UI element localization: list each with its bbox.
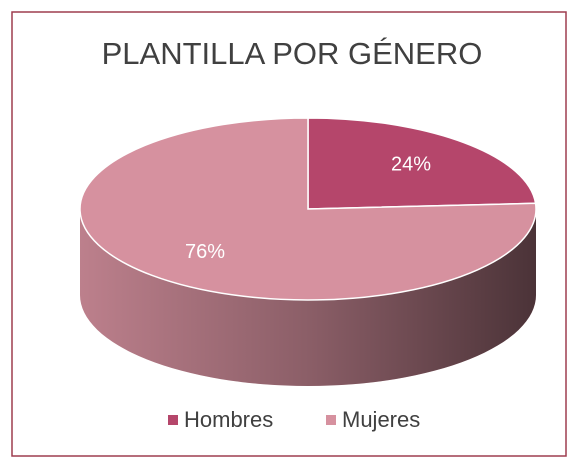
legend-label: Mujeres [342, 407, 420, 432]
legend-swatch [168, 415, 178, 425]
slice [79, 117, 537, 301]
slice [307, 117, 537, 210]
chart-title: PLANTILLA POR GÉNERO [102, 36, 483, 71]
data-label: 76% [185, 241, 225, 263]
legend-swatch [326, 415, 336, 425]
side-shade [80, 209, 536, 386]
legend-label: Hombres [184, 407, 273, 432]
data-label: 24% [391, 153, 431, 175]
